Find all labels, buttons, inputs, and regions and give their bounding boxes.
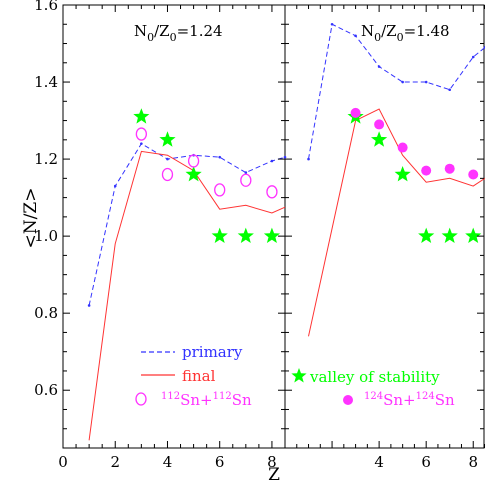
panel-2-annotation: N0/Z0=1.48 xyxy=(361,22,450,44)
y-tick-label: 1.2 xyxy=(34,150,58,168)
panel-2-x-tick-label: 6 xyxy=(421,453,431,471)
panel-1-annotation: N0/Z0=1.24 xyxy=(134,22,223,44)
panel-2-primary-point xyxy=(448,88,452,92)
panel-1-x-tick-label: 2 xyxy=(110,453,120,471)
panel-1-x-tick-label: 0 xyxy=(58,453,68,471)
legend-sn124-marker xyxy=(343,395,353,405)
panel-frames xyxy=(62,4,485,449)
legend-final-label: final xyxy=(182,367,216,385)
panel-1-primary-point xyxy=(270,159,274,163)
panel-1-primary-point xyxy=(166,157,169,161)
panel-2-stability-star xyxy=(441,227,458,243)
panel-2-stability-star xyxy=(418,227,435,243)
panel-1-stability-star xyxy=(185,166,202,182)
panel-1-primary-point xyxy=(87,304,91,307)
panel-1-stability-star xyxy=(211,227,228,243)
panel-2-x-tick-label: 4 xyxy=(374,453,384,471)
panel-1-x-tick-label: 6 xyxy=(215,453,225,471)
legend-sn112-marker xyxy=(135,392,147,406)
panel-2-primary-line xyxy=(308,23,485,160)
panel-2-primary-point xyxy=(471,55,475,59)
panel-2-stability-star xyxy=(465,227,482,243)
panel-2-frame xyxy=(284,4,485,449)
legend-stability-star xyxy=(291,368,307,383)
panel-1-primary-point xyxy=(140,142,143,145)
panel-1-sn-marker xyxy=(135,127,148,141)
panel-2-primary-point xyxy=(307,157,310,161)
panel-2-sn-marker xyxy=(444,163,455,174)
y-axis-title: <N/Z> xyxy=(21,188,41,249)
panel-2-sn-marker xyxy=(374,119,385,130)
panel-2-sn-marker xyxy=(421,165,432,176)
panel-1-frame xyxy=(62,4,286,449)
panel-1-primary-line xyxy=(88,143,286,306)
y-tick-label: 1.6 xyxy=(34,0,58,14)
panel-2-stability-star xyxy=(394,166,411,182)
panel-1-primary-point xyxy=(218,155,222,159)
x-axis-title: Z xyxy=(268,465,280,485)
tick-layer: 0 2 4 6 8 0.6 0.8 1.0 1.2 1.4 1.6 4 6 8 xyxy=(34,0,485,471)
panel-2-primary-point xyxy=(330,22,334,26)
panel-1-stability-star xyxy=(263,227,280,243)
legend-primary-label: primary xyxy=(182,343,243,361)
panel-1-sn-marker xyxy=(187,154,200,168)
panel-2-primary-point xyxy=(401,80,404,84)
panel-1-primary-point xyxy=(283,155,287,159)
panel-1-stability-star xyxy=(159,131,176,147)
data-layer xyxy=(87,22,485,441)
legend-sn124-label: 124Sn+124Sn xyxy=(364,391,455,409)
y-tick-label: 0.6 xyxy=(34,381,58,399)
legend-stability-label: valley of stability xyxy=(309,368,440,386)
panel-2-primary-point xyxy=(424,80,428,84)
panel-1-sn-marker xyxy=(266,185,278,199)
panel-2-primary-point xyxy=(354,34,357,38)
y-tick-label: 1.4 xyxy=(34,73,58,91)
panel-1-stability-star xyxy=(237,227,254,243)
panel-1-x-tick-label: 4 xyxy=(163,453,173,471)
panel-2-primary-point xyxy=(377,65,381,68)
panel-2-stability-star xyxy=(371,131,388,147)
y-tick-label: 1.0 xyxy=(34,227,58,245)
panel-2-sn-marker xyxy=(468,169,479,180)
panel-1-stability-star xyxy=(133,108,150,124)
panel-2-sn-marker xyxy=(350,107,361,118)
legend-sn112-label: 112Sn+112Sn xyxy=(161,391,252,409)
panel-1-primary-point xyxy=(244,171,248,174)
y-tick-label: 0.8 xyxy=(34,304,58,322)
panel-2-x-tick-label: 8 xyxy=(468,453,478,471)
panel-2-final-line xyxy=(308,108,485,337)
panel-1-primary-point xyxy=(113,184,117,188)
panel-1-x-tick-label: 8 xyxy=(267,453,277,471)
panel-1-sn-marker xyxy=(161,167,174,182)
panel-1-sn-marker xyxy=(214,183,226,197)
panel-1-sn-marker xyxy=(240,173,252,187)
panel-2-sn-marker xyxy=(397,142,408,153)
